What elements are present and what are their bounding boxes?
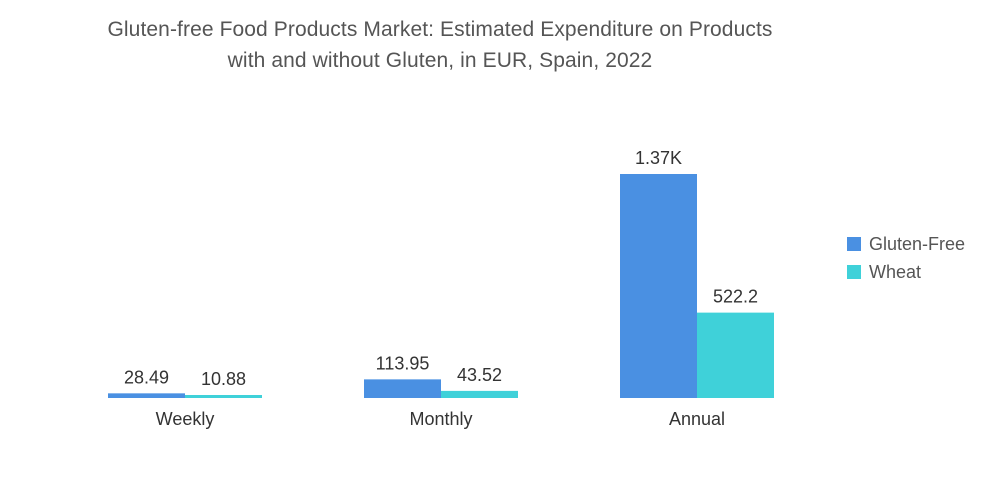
data-label-wheat-annual: 522.2: [713, 287, 758, 307]
data-label-gluten-free-annual: 1.37K: [635, 148, 682, 168]
data-label-wheat-weekly: 10.88: [201, 369, 246, 389]
data-label-wheat-monthly: 43.52: [457, 365, 502, 385]
x-tick-label-weekly: Weekly: [156, 409, 215, 429]
chart-title-line-2: with and without Gluten, in EUR, Spain, …: [227, 49, 653, 72]
bar-wheat-annual[interactable]: [697, 312, 774, 398]
bar-wheat-weekly[interactable]: [185, 395, 262, 398]
bar-gluten-free-monthly[interactable]: [364, 379, 441, 398]
data-label-gluten-free-monthly: 113.95: [376, 353, 430, 373]
x-tick-label-annual: Annual: [669, 409, 725, 429]
legend-swatch-gluten-free: [847, 237, 861, 251]
chart-title-line-1: Gluten-free Food Products Market: Estima…: [107, 18, 773, 41]
legend-item-gluten-free[interactable]: Gluten-Free: [847, 230, 965, 258]
legend-label-wheat: Wheat: [869, 261, 922, 282]
bar-wheat-monthly[interactable]: [441, 390, 518, 398]
bar-gluten-free-annual[interactable]: [620, 174, 697, 398]
x-tick-label-monthly: Monthly: [409, 409, 472, 429]
legend-item-wheat[interactable]: Wheat: [847, 258, 965, 286]
chart-title: Gluten-free Food Products Market: Estima…: [30, 14, 850, 76]
legend-label-gluten-free: Gluten-Free: [869, 233, 966, 254]
legend: Gluten-Free Wheat: [847, 230, 965, 286]
legend-swatch-wheat: [847, 265, 861, 279]
data-label-gluten-free-weekly: 28.49: [124, 367, 169, 387]
bar-gluten-free-weekly[interactable]: [108, 393, 185, 398]
